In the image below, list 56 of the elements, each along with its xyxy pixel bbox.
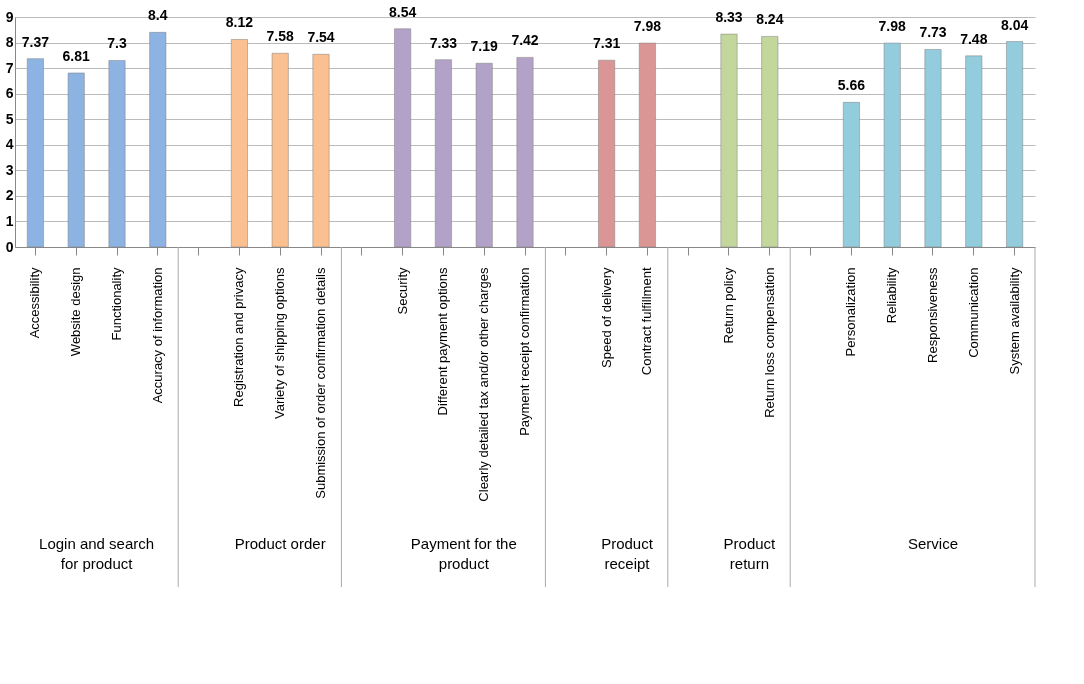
y-tick-label: 2 <box>5 187 14 204</box>
y-tick-label: 7 <box>5 59 14 76</box>
x-tick-label: System availability <box>1006 267 1022 375</box>
data-label: 5.66 <box>837 77 866 94</box>
data-label: 7.98 <box>878 18 907 35</box>
text: Service <box>907 535 959 552</box>
y-tick-label: 6 <box>5 85 14 102</box>
data-label: 7.37 <box>21 33 50 50</box>
text: Login and search for product <box>39 535 155 572</box>
y-tick-label: 9 <box>5 8 14 25</box>
data-label: 8.33 <box>715 9 743 26</box>
x-tick-label: Accuracy of information <box>149 267 165 404</box>
x-tick-label: Speed of delivery <box>598 267 614 368</box>
y-tick-label: 8 <box>5 34 14 51</box>
x-tick-label: Variety of shipping options <box>272 267 288 420</box>
x-tick-label: Clearly detailed tax and/or other charges <box>476 267 492 502</box>
y-tick-label: 3 <box>5 161 14 178</box>
y-tick-label: 0 <box>5 238 14 255</box>
data-label: 7.54 <box>307 29 335 46</box>
data-label: 7.19 <box>470 38 499 55</box>
x-tick-label: Responsiveness <box>925 267 940 363</box>
data-label: 8.24 <box>756 11 784 28</box>
data-label: 8.54 <box>388 3 417 20</box>
x-tick-label: Contract fulfillment <box>639 267 655 376</box>
x-tick-label: Submission of order confirmation details <box>313 267 328 499</box>
data-label: 7.31 <box>592 35 621 52</box>
text: Product order <box>234 535 326 552</box>
data-label: 7.98 <box>633 18 662 35</box>
data-label: 7.48 <box>960 30 988 47</box>
x-tick-label: Security <box>394 267 410 315</box>
data-label: 7.33 <box>429 34 458 51</box>
data-label: 7.42 <box>511 32 539 49</box>
x-tick-label: Payment receipt confirmation <box>517 267 532 436</box>
data-label: 7.3 <box>107 35 127 52</box>
text: Product return <box>723 535 777 572</box>
x-tick-label: Reliability <box>884 267 900 324</box>
text: Product receipt <box>601 535 654 572</box>
data-label: 8.04 <box>1000 16 1029 33</box>
x-tick-label: Different payment options <box>435 267 451 416</box>
data-label: 8.4 <box>148 7 168 24</box>
x-tick-label: Communication <box>965 267 981 358</box>
x-tick-label: Return loss compensation <box>761 267 777 418</box>
x-tick-label: Return policy <box>721 267 736 344</box>
data-label: 7.58 <box>266 28 295 45</box>
data-label: 6.81 <box>62 47 91 64</box>
x-tick-label: Registration and privacy <box>231 267 247 407</box>
y-tick-label: 5 <box>5 110 14 127</box>
data-label: 7.73 <box>919 24 947 41</box>
x-tick-label: Personalization <box>843 267 859 357</box>
x-tick-label: Website design <box>68 267 84 357</box>
y-tick-label: 4 <box>5 136 14 153</box>
x-tick-label: Accessibility <box>27 267 43 339</box>
text: Payment for the product <box>410 535 517 572</box>
y-tick-label: 1 <box>5 212 14 229</box>
x-tick-label: Functionality <box>109 267 124 341</box>
data-label: 8.12 <box>225 14 254 31</box>
